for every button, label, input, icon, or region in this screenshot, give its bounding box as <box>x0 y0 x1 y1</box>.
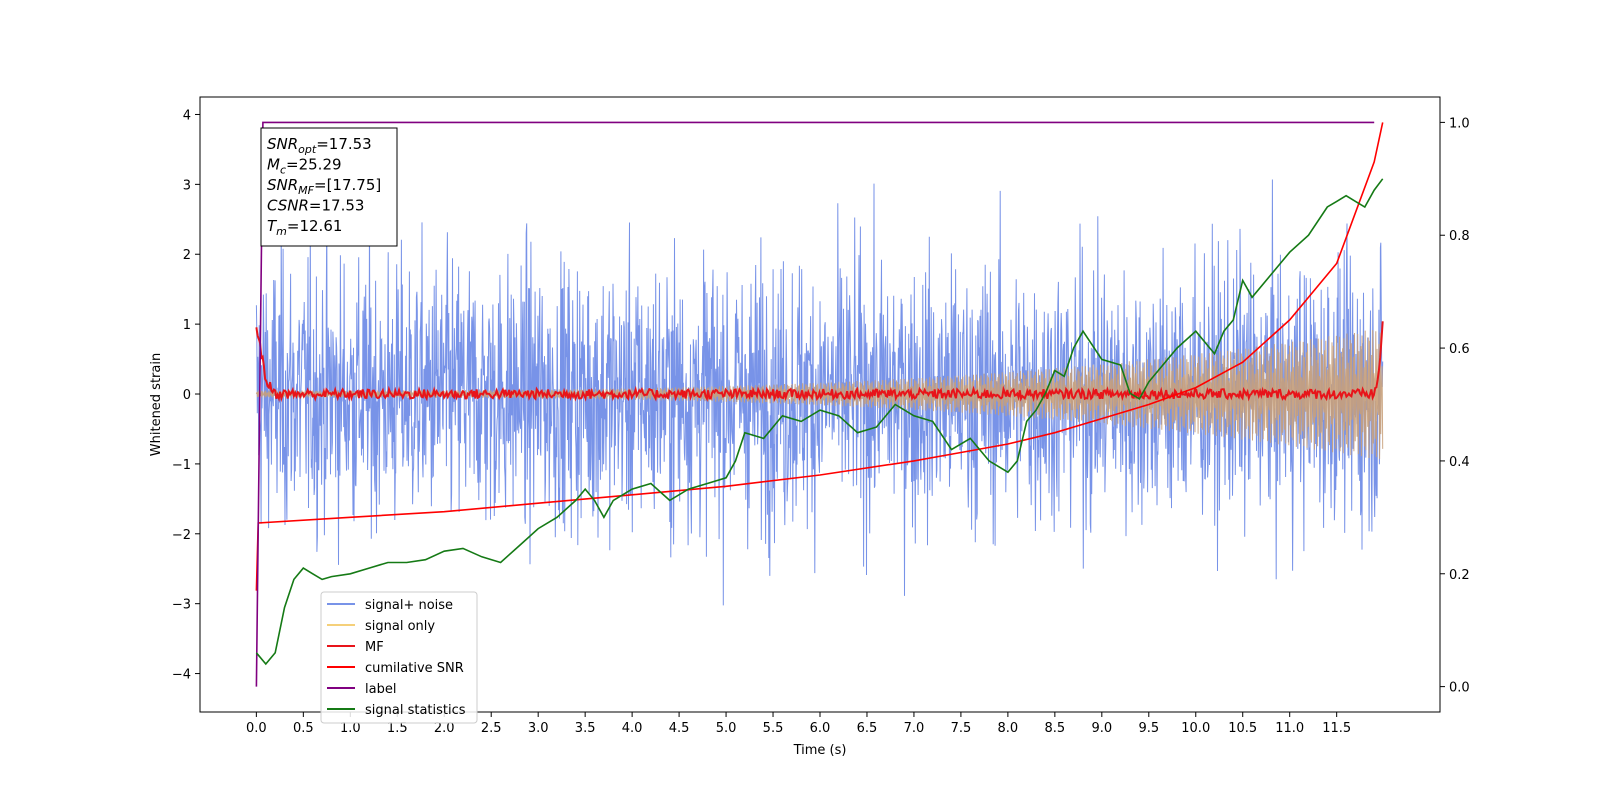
x-tick-label: 4.5 <box>669 721 690 736</box>
x-tick-label: 9.0 <box>1091 721 1112 736</box>
legend: signal+ noise signal only MF cumilative SNR… <box>320 591 478 724</box>
series-mf <box>255 321 1384 403</box>
x-tick-label: 8.5 <box>1045 721 1066 736</box>
x-tick-label: 5.0 <box>716 721 737 736</box>
y2-tick-label: 0.8 <box>1449 229 1470 244</box>
y-tick-label: 1 <box>183 318 191 333</box>
axes-layer: 0.0 0.5 1.0 1.5 2.0 2.5 3.0 3.5 4.0 4.5 5.0 5.5 6.0 6… <box>172 108 1470 736</box>
plot-data-layer <box>255 121 1384 687</box>
x-tick-label: 7.5 <box>951 721 972 736</box>
x-tick-label: 5.5 <box>763 721 784 736</box>
x-tick-label: 8.0 <box>998 721 1019 736</box>
x-tick-label: 2.0 <box>434 721 455 736</box>
x-tick-label: 1.5 <box>387 721 408 736</box>
x-axis-label: Time (s) <box>793 743 847 758</box>
x-tick-label: 7.0 <box>904 721 925 736</box>
series-cumilative-snr <box>255 122 1384 591</box>
y-tick-label: −2 <box>172 528 191 543</box>
info-box: SNRopt=17.53Mc=25.29SNRMF=[17.75]CSNR=17… <box>260 127 398 247</box>
y-tick-label: 0 <box>183 388 191 403</box>
info-line: Tm=12.61 <box>267 217 342 238</box>
y-axis-label: Whitened strain <box>149 353 164 456</box>
y-tick-label: 4 <box>183 108 191 123</box>
y-tick-label: −1 <box>172 458 191 473</box>
info-line: CSNR=17.53 <box>267 197 364 215</box>
x-tick-label: 11.5 <box>1322 721 1351 736</box>
y2-tick-label: 0.6 <box>1449 342 1470 357</box>
legend-label: signal+ noise <box>365 598 453 613</box>
x-tick-label: 2.5 <box>481 721 502 736</box>
x-tick-label: 10.0 <box>1181 721 1210 736</box>
legend-label: cumilative SNR <box>365 661 464 676</box>
legend-label: label <box>365 682 396 697</box>
x-tick-label: 11.0 <box>1275 721 1304 736</box>
y-tick-label: 2 <box>183 248 191 263</box>
y-tick-label: −3 <box>172 598 191 613</box>
y2-tick-label: 0.4 <box>1449 455 1470 470</box>
info-line: SNRMF=[17.75] <box>267 176 381 197</box>
series-signal-noise <box>255 179 1384 606</box>
info-line: SNRopt=17.53 <box>267 135 372 156</box>
y2-tick-label: 0.0 <box>1449 681 1470 696</box>
series-signal-statistics <box>255 178 1384 666</box>
x-tick-label: 6.0 <box>810 721 831 736</box>
y-tick-label: 3 <box>183 178 191 193</box>
y-tick-label: −4 <box>172 668 191 683</box>
legend-frame <box>320 591 478 724</box>
legend-label: MF <box>365 640 384 655</box>
y2-tick-label: 1.0 <box>1449 116 1470 131</box>
info-box-frame <box>260 127 398 247</box>
info-line: Mc=25.29 <box>267 156 342 177</box>
x-tick-label: 0.0 <box>246 721 267 736</box>
series-signal-only <box>255 330 1384 460</box>
x-tick-label: 6.5 <box>857 721 878 736</box>
x-tick-label: 0.5 <box>293 721 314 736</box>
x-tick-label: 1.0 <box>340 721 361 736</box>
x-tick-label: 3.0 <box>528 721 549 736</box>
legend-label: signal only <box>365 619 435 634</box>
y2-tick-label: 0.2 <box>1449 568 1470 583</box>
series-label <box>255 121 1375 687</box>
legend-label: signal statistics <box>365 703 466 718</box>
x-tick-label: 9.5 <box>1138 721 1159 736</box>
x-tick-label: 3.5 <box>575 721 596 736</box>
x-tick-label: 4.0 <box>622 721 643 736</box>
x-tick-label: 10.5 <box>1228 721 1257 736</box>
